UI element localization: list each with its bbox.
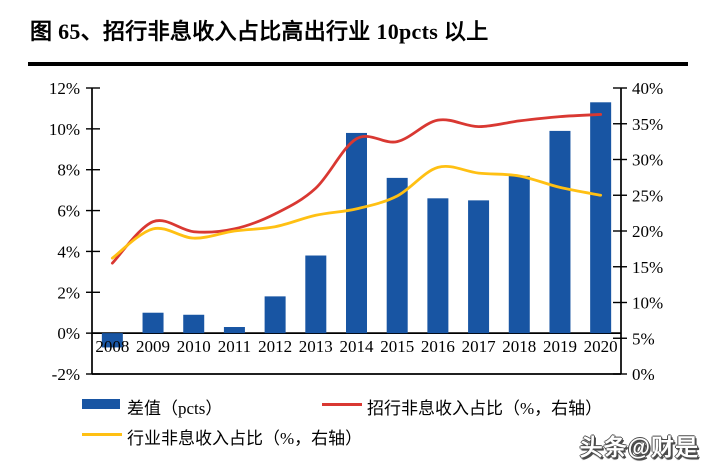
bar-2017 (468, 200, 490, 334)
year-label: 2012 (258, 337, 292, 356)
left-axis-ticks: 12% 10% 8% 6% 4% 2% 0% -2% (49, 79, 100, 384)
bar-2010 (183, 314, 205, 334)
bar-2008 (101, 333, 123, 348)
right-axis-ticks: 40% 35% 30% 25% 20% 15% 10% 5% 0% (613, 79, 663, 384)
bar-2014 (346, 132, 367, 334)
bar-2015 (386, 177, 408, 334)
year-label: 2016 (421, 337, 455, 356)
year-label: 2020 (584, 337, 618, 356)
bar-2020 (590, 102, 612, 334)
right-tick-label: 25% (632, 186, 663, 205)
legend-swatch-bar (82, 399, 120, 409)
year-label: 2008 (95, 337, 129, 356)
bar-2012 (264, 296, 286, 334)
year-label: 2017 (462, 337, 497, 356)
legend-swatch-cmb-line (322, 403, 362, 406)
left-tick-label: 4% (57, 242, 80, 261)
right-tick-label: 40% (632, 79, 663, 98)
right-tick-label: 10% (632, 294, 663, 313)
left-tick-label: 10% (49, 120, 80, 139)
right-tick-label: 15% (632, 258, 663, 277)
year-label: 2018 (502, 337, 536, 356)
right-tick-label: 0% (632, 365, 655, 384)
title-divider (28, 62, 688, 66)
right-tick-label: 5% (632, 329, 655, 348)
year-label: 2013 (299, 337, 333, 356)
bar-2011 (223, 327, 245, 334)
bar-2016 (427, 198, 449, 334)
year-label: 2010 (177, 337, 211, 356)
legend-label-bar: 差值（pcts） (127, 399, 223, 418)
combo-chart: 12% 10% 8% 6% 4% 2% 0% -2% 40% 35% 30% 25% 20% 15% 10%… (49, 79, 663, 384)
year-label: 2011 (218, 337, 251, 356)
figure-title: 图 65、招行非息收入占比高出行业 10pcts 以上 (30, 19, 489, 44)
legend-label-industry-line: 行业非息收入占比（%，右轴） (127, 429, 363, 448)
line-series-0 (110, 113, 603, 265)
left-tick-label: 12% (49, 79, 80, 98)
year-label: 2019 (543, 337, 577, 356)
line-series-1 (110, 165, 603, 260)
left-tick-label: 0% (57, 324, 80, 343)
bar-2019 (549, 130, 571, 334)
bar-2009 (142, 312, 164, 334)
left-tick-label: 8% (57, 161, 80, 180)
left-tick-label: -2% (52, 365, 80, 384)
right-tick-label: 20% (632, 222, 663, 241)
right-tick-label: 35% (632, 115, 663, 134)
right-tick-label: 30% (632, 151, 663, 170)
year-label: 2009 (136, 337, 170, 356)
year-label: 2014 (340, 337, 375, 356)
x-axis-labels: 2008 2009 2010 2011 2012 2013 2014 2015 2016 2017… (95, 337, 617, 356)
left-tick-label: 6% (57, 202, 80, 221)
bar-series (101, 102, 612, 348)
legend-label-cmb-line: 招行非息收入占比（%，右轴） (367, 399, 603, 418)
year-label: 2015 (380, 337, 414, 356)
bar-2013 (305, 255, 327, 334)
legend-swatch-industry-line (82, 433, 122, 436)
left-tick-label: 2% (57, 283, 80, 302)
bar-2018 (508, 175, 530, 334)
watermark: 头条@财是 (579, 434, 699, 460)
